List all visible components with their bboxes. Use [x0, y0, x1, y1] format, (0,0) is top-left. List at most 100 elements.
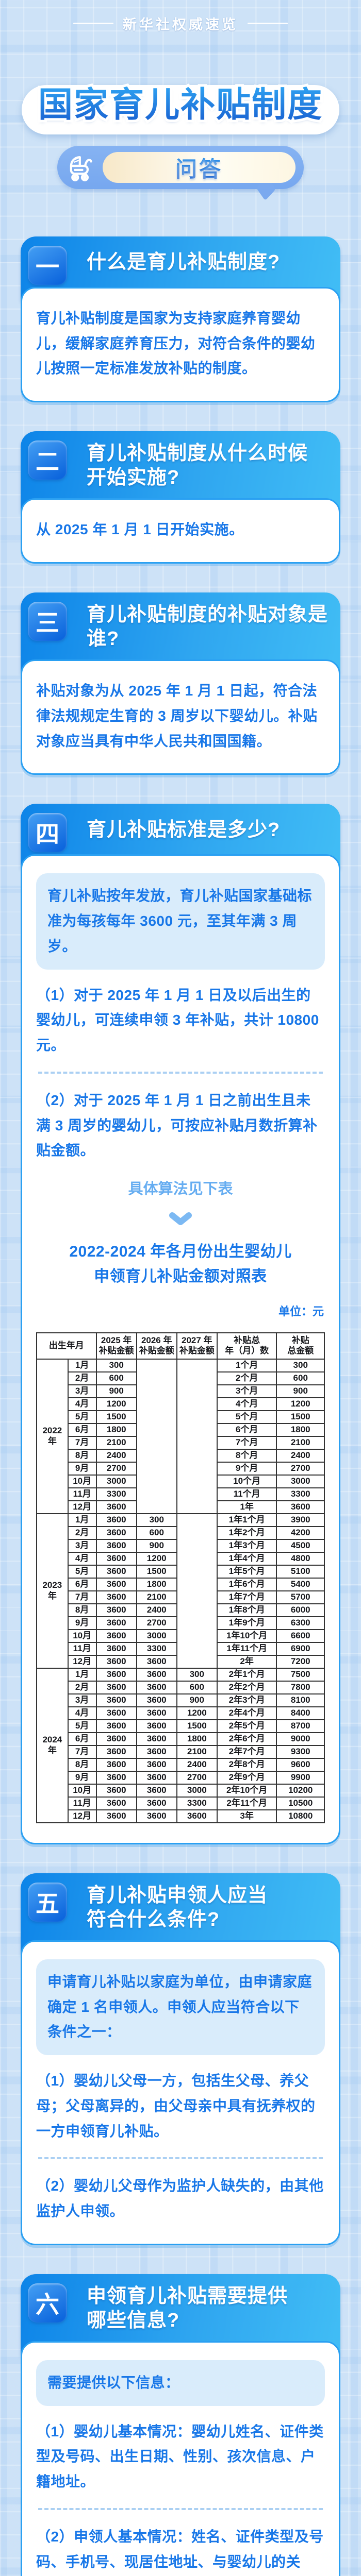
table-row: 6月 3600 3600 1800 2年6个月 9000: [37, 1732, 325, 1746]
total-cell: 8700: [276, 1719, 325, 1733]
duration-cell: 2年: [216, 1654, 277, 1669]
table-note: 具体算法见下表: [128, 1180, 233, 1197]
section-number-badge: 五: [28, 1882, 67, 1922]
amount-2025-cell: 900: [95, 1384, 137, 1398]
total-cell: 6600: [276, 1629, 325, 1643]
total-cell: 3600: [276, 1500, 325, 1514]
duration-cell: 2年4个月: [216, 1706, 277, 1720]
subsidy-table-wrap: 出生年月 2025 年 补贴金额 2026 年 补贴金额 2027 年 补贴金额 补贴总…: [36, 1332, 325, 1823]
amount-2026-cell: 900: [136, 1538, 177, 1553]
month-cell: 12月: [67, 1654, 97, 1669]
duration-cell: 1年5个月: [216, 1564, 277, 1579]
month-cell: 6月: [67, 1422, 97, 1437]
month-cell: 3月: [67, 1693, 97, 1707]
duration-cell: 9个月: [216, 1461, 277, 1476]
col-header: 2027 年 补贴金额: [176, 1332, 218, 1360]
month-cell: 5月: [67, 1719, 97, 1733]
table-unit-label: 单位：元: [278, 1304, 324, 1318]
duration-cell: 1年10个月: [216, 1629, 277, 1643]
duration-cell: 1年: [216, 1500, 277, 1514]
amount-2025-cell: 3600: [95, 1641, 137, 1656]
year-cell: 2023 年: [36, 1513, 69, 1669]
dashed-divider: [38, 1071, 323, 1074]
amount-2025-cell: 3600: [95, 1629, 137, 1643]
amount-2027-cell: 1800: [176, 1732, 218, 1746]
duration-cell: 3个月: [216, 1384, 277, 1398]
month-cell: 8月: [67, 1448, 97, 1463]
total-cell: 9000: [276, 1732, 325, 1746]
month-cell: 12月: [67, 1500, 97, 1514]
total-cell: 2400: [276, 1448, 325, 1463]
total-cell: 1500: [276, 1410, 325, 1424]
total-cell: 3900: [276, 1513, 325, 1527]
total-cell: 4200: [276, 1526, 325, 1540]
section-card-6: 六申领育儿补贴需要提供 哪些信息? 需要提供以下信息： （1）婴幼儿基本情况：婴幼儿…: [21, 2274, 340, 2576]
banner-left-dash: [73, 23, 113, 24]
duration-cell: 10个月: [216, 1474, 277, 1488]
amount-2026-cell: 600: [136, 1526, 177, 1540]
table-header-row: 出生年月 2025 年 补贴金额 2026 年 补贴金额 2027 年 补贴金额 补贴总…: [36, 1332, 325, 1360]
section-paragraph: （1）婴幼儿基本情况：婴幼儿姓名、证件类型及号码、出生日期、性别、孩次信息、户籍…: [36, 2423, 324, 2490]
table-row: 2月 3600 600 1年2个月 4200: [37, 1526, 325, 1540]
amount-2025-cell: 3600: [95, 1783, 137, 1798]
month-cell: 3月: [67, 1538, 97, 1553]
total-cell: 1200: [276, 1397, 325, 1411]
month-cell: 9月: [67, 1616, 97, 1630]
total-cell: 10200: [276, 1783, 325, 1798]
amount-2026-cell: 3600: [136, 1757, 177, 1772]
amount-2027-cell: 2100: [176, 1744, 218, 1759]
col-header: 补贴 总金额: [276, 1332, 325, 1360]
col-header: 2026 年 补贴金额: [136, 1332, 177, 1360]
dashed-divider: [38, 2507, 323, 2510]
amount-2026-cell: 3600: [136, 1744, 177, 1759]
table-row: 3月 3600 3600 900 2年3个月 8100: [37, 1693, 325, 1707]
month-cell: 4月: [67, 1397, 97, 1411]
amount-2027-cell: 1500: [176, 1719, 218, 1733]
month-cell: 2月: [67, 1526, 97, 1540]
table-row: 2月 3600 3600 600 2年2个月 7800: [37, 1680, 325, 1694]
total-cell: 2700: [276, 1461, 325, 1476]
amount-2025-cell: 3600: [95, 1526, 137, 1540]
amount-2026-cell: 1800: [136, 1577, 177, 1591]
amount-2025-cell: 3600: [95, 1757, 137, 1772]
amount-2025-cell: 2700: [95, 1461, 137, 1476]
duration-cell: 11个月: [216, 1487, 277, 1501]
year-cell: 2022 年: [36, 1358, 69, 1514]
amount-2026-cell: 3600: [136, 1809, 177, 1823]
total-cell: 1800: [276, 1422, 325, 1437]
total-cell: 9900: [276, 1770, 325, 1785]
hero-title-pill: [22, 85, 339, 134]
duration-cell: 1年1个月: [216, 1513, 277, 1527]
amount-2026-cell: 3000: [136, 1629, 177, 1643]
total-cell: 6300: [276, 1616, 325, 1630]
table-row: 6月 3600 1800 1年6个月 5400: [37, 1577, 325, 1591]
section-number-badge: 二: [28, 440, 67, 480]
table-row: 12月 3600 3600 2年 7200: [37, 1654, 325, 1669]
amount-2025-cell: 3600: [95, 1603, 137, 1617]
total-cell: 600: [276, 1371, 325, 1385]
subsidy-table-head: 出生年月 2025 年 补贴金额 2026 年 补贴金额 2027 年 补贴金额 补贴总…: [36, 1332, 325, 1360]
duration-cell: 1个月: [216, 1358, 277, 1372]
subsidy-table: 出生年月 2025 年 补贴金额 2026 年 补贴金额 2027 年 补贴金额 补贴总…: [36, 1332, 325, 1823]
table-row: 2023 年 1月 3600 300 1年1个月 3900: [36, 1513, 325, 1669]
total-cell: 4800: [276, 1551, 325, 1566]
month-cell: 6月: [67, 1732, 97, 1746]
month-cell: 7月: [67, 1435, 97, 1450]
duration-cell: 1年7个月: [216, 1590, 277, 1604]
total-cell: 900: [276, 1384, 325, 1398]
month-cell: 9月: [67, 1770, 97, 1785]
table-row: 4月 3600 3600 1200 2年4个月 8400: [37, 1706, 325, 1720]
amount-2027-cell: 1200: [176, 1706, 218, 1720]
amount-2026-cell: 3300: [136, 1641, 177, 1656]
duration-cell: 2年7个月: [216, 1744, 277, 1759]
amount-2026-cell: 2100: [136, 1590, 177, 1604]
section-title: 育儿补贴标准是多少?: [87, 819, 281, 841]
table-row: 5月 3600 3600 1500 2年5个月 8700: [37, 1719, 325, 1733]
amount-2025-cell: 1800: [95, 1422, 137, 1437]
amount-2027-cell: 600: [176, 1680, 218, 1694]
section-title: 申领育儿补贴需要提供 哪些信息?: [87, 2285, 288, 2331]
duration-cell: 8个月: [216, 1448, 277, 1463]
month-cell: 11月: [67, 1641, 97, 1656]
section-number-badge: 三: [28, 602, 67, 641]
table-row: 10月 3000 10个月 3000: [37, 1474, 325, 1488]
